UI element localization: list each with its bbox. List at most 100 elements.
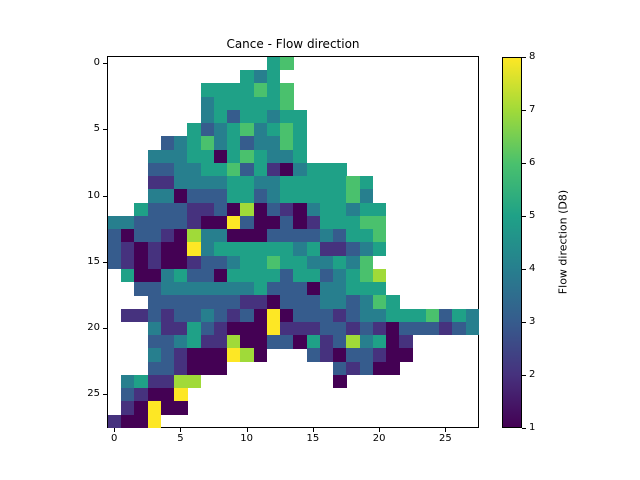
heatmap-cell bbox=[213, 202, 228, 217]
heatmap-cell bbox=[333, 255, 347, 270]
y-tick-label: 15 bbox=[87, 255, 100, 267]
heatmap-cell bbox=[147, 229, 162, 243]
heatmap-cell bbox=[333, 361, 347, 376]
heatmap-cell bbox=[319, 348, 334, 362]
heatmap-cell bbox=[213, 335, 228, 349]
heatmap-cell bbox=[280, 56, 294, 71]
heatmap-cell bbox=[253, 215, 268, 230]
heatmap-cell bbox=[160, 229, 175, 243]
heatmap-cell bbox=[187, 202, 201, 217]
heatmap-cell bbox=[160, 361, 175, 376]
heatmap-cell bbox=[372, 321, 387, 336]
heatmap-cell bbox=[293, 321, 307, 336]
heatmap-cell bbox=[253, 109, 268, 124]
heatmap-cell bbox=[200, 321, 215, 336]
x-tick-label: 25 bbox=[439, 433, 452, 444]
heatmap-cell bbox=[333, 268, 347, 283]
heatmap-cell bbox=[107, 414, 122, 429]
heatmap-cell bbox=[346, 268, 360, 283]
heatmap-cell bbox=[187, 176, 201, 190]
heatmap-cell bbox=[174, 242, 188, 256]
y-tick-label: 0 bbox=[93, 57, 100, 69]
heatmap-cell bbox=[121, 268, 135, 283]
heatmap-cell bbox=[134, 242, 148, 256]
heatmap-cell bbox=[280, 189, 294, 203]
heatmap-cell bbox=[147, 162, 162, 177]
heatmap-cell bbox=[253, 189, 268, 203]
plot-area bbox=[107, 56, 480, 429]
heatmap-cell bbox=[134, 308, 148, 323]
heatmap-cell bbox=[213, 176, 228, 190]
heatmap-cell bbox=[147, 414, 162, 429]
heatmap-grid bbox=[107, 56, 480, 429]
heatmap-cell bbox=[160, 189, 175, 203]
heatmap-cell bbox=[187, 268, 201, 283]
heatmap-cell bbox=[200, 215, 215, 230]
heatmap-cell bbox=[266, 255, 281, 270]
heatmap-cell bbox=[333, 374, 347, 389]
heatmap-cell bbox=[386, 335, 400, 349]
heatmap-cell bbox=[187, 321, 201, 336]
heatmap-cell bbox=[333, 229, 347, 243]
heatmap-cell bbox=[200, 268, 215, 283]
heatmap-cell bbox=[107, 229, 122, 243]
heatmap-cell bbox=[253, 123, 268, 137]
heatmap-cell bbox=[280, 321, 294, 336]
heatmap-cell bbox=[240, 242, 254, 256]
heatmap-cell bbox=[293, 202, 307, 217]
heatmap-cell bbox=[200, 308, 215, 323]
heatmap-cell bbox=[306, 242, 321, 256]
heatmap-cell bbox=[240, 176, 254, 190]
x-tick-mark bbox=[445, 428, 447, 432]
x-tick-label: 20 bbox=[372, 433, 386, 444]
y-tick-mark bbox=[103, 328, 107, 330]
heatmap-cell bbox=[346, 282, 360, 296]
heatmap-cell bbox=[266, 70, 281, 84]
heatmap-cell bbox=[266, 282, 281, 296]
heatmap-cell bbox=[121, 215, 135, 230]
heatmap-cell bbox=[333, 335, 347, 349]
heatmap-cell bbox=[240, 123, 254, 137]
heatmap-cell bbox=[319, 295, 334, 309]
heatmap-cell bbox=[240, 282, 254, 296]
y-tick-label: 10 bbox=[87, 189, 100, 201]
heatmap-cell bbox=[160, 374, 175, 389]
heatmap-cell bbox=[121, 308, 135, 323]
heatmap-cell bbox=[227, 109, 241, 124]
heatmap-cell bbox=[213, 255, 228, 270]
heatmap-cell bbox=[280, 295, 294, 309]
heatmap-cell bbox=[346, 308, 360, 323]
heatmap-cell bbox=[293, 123, 307, 137]
heatmap-cell bbox=[200, 136, 215, 150]
heatmap-cell bbox=[333, 189, 347, 203]
heatmap-cell bbox=[200, 335, 215, 349]
heatmap-cell bbox=[227, 83, 241, 97]
y-tick-mark bbox=[103, 394, 107, 396]
heatmap-cell bbox=[306, 162, 321, 177]
heatmap-cell bbox=[147, 189, 162, 203]
heatmap-cell bbox=[200, 176, 215, 190]
colorbar-tick-mark bbox=[522, 374, 526, 376]
heatmap-cell bbox=[372, 308, 387, 323]
heatmap-cell bbox=[187, 282, 201, 296]
heatmap-cell bbox=[213, 189, 228, 203]
heatmap-cell bbox=[147, 374, 162, 389]
heatmap-cell bbox=[372, 282, 387, 296]
heatmap-cell bbox=[147, 361, 162, 376]
x-tick-mark bbox=[379, 428, 381, 432]
heatmap-cell bbox=[333, 162, 347, 177]
heatmap-cell bbox=[253, 83, 268, 97]
heatmap-cell bbox=[293, 162, 307, 177]
heatmap-cell bbox=[200, 255, 215, 270]
heatmap-cell bbox=[439, 308, 453, 323]
heatmap-cell bbox=[266, 295, 281, 309]
heatmap-cell bbox=[372, 348, 387, 362]
heatmap-cell bbox=[187, 308, 201, 323]
heatmap-cell bbox=[160, 335, 175, 349]
heatmap-cell bbox=[227, 282, 241, 296]
heatmap-cell bbox=[213, 136, 228, 150]
heatmap-cell bbox=[359, 189, 374, 203]
heatmap-cell bbox=[372, 229, 387, 243]
heatmap-cell bbox=[253, 149, 268, 164]
heatmap-cell bbox=[213, 295, 228, 309]
